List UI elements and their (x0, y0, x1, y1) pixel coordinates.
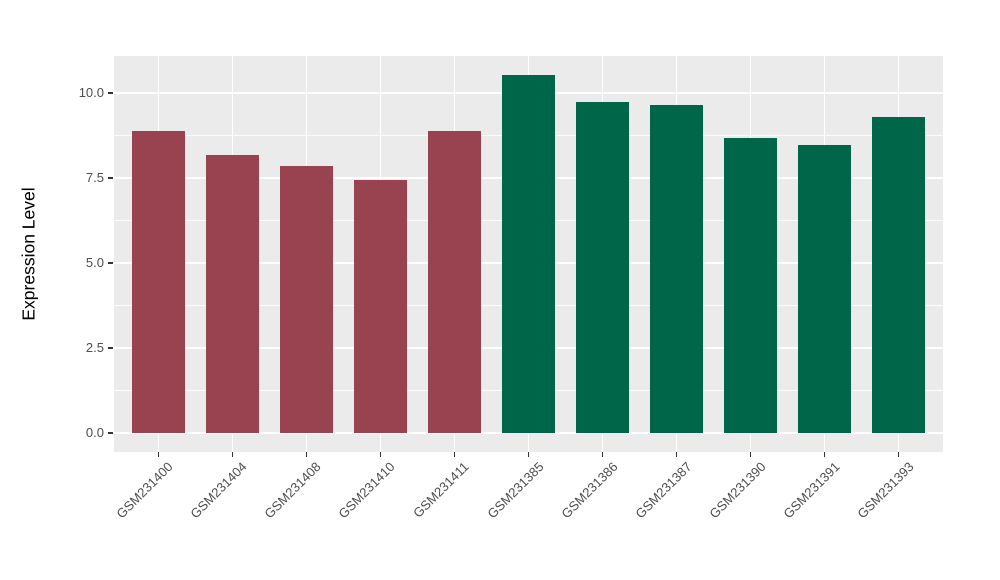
x-tick-mark (749, 452, 752, 457)
x-tick-mark (305, 452, 308, 457)
x-tick-label: GSM231408 (261, 459, 325, 522)
y-tick-label: 10.0 (78, 85, 104, 101)
x-tick-label: GSM231404 (187, 459, 251, 522)
bar-GSM231410 (353, 180, 408, 433)
x-tick-label: GSM231385 (483, 459, 547, 522)
bar-GSM231391 (797, 145, 852, 433)
y-axis-title: Expression Level (18, 187, 39, 321)
x-tick-label: GSM231410 (335, 459, 399, 522)
x-tick-mark (231, 452, 234, 457)
y-tick-mark (108, 177, 113, 179)
bar-GSM231390 (723, 137, 778, 433)
y-tick-mark (108, 347, 113, 349)
bar-GSM231400 (131, 131, 186, 433)
plot-panel (114, 56, 943, 452)
y-tick-label: 5.0 (85, 255, 104, 270)
y-tick-mark (108, 262, 113, 264)
x-tick-mark (823, 452, 826, 457)
bar-GSM231386 (575, 101, 630, 433)
x-tick-label: GSM231387 (631, 459, 695, 522)
x-tick-label: GSM231400 (113, 459, 177, 522)
bar-GSM231385 (501, 75, 556, 433)
x-tick-mark (675, 452, 678, 457)
x-tick-mark (527, 452, 530, 457)
bar-GSM231408 (279, 166, 334, 433)
x-tick-mark (897, 452, 900, 457)
x-tick-mark (379, 452, 382, 457)
x-tick-label: GSM231390 (705, 459, 769, 522)
y-tick-mark (108, 92, 113, 94)
y-tick-mark (108, 432, 113, 434)
bar-GSM231387 (649, 104, 704, 433)
bar-GSM231393 (871, 117, 926, 433)
x-tick-label: GSM231393 (853, 459, 917, 522)
y-tick-label: 7.5 (85, 170, 104, 186)
x-tick-label: GSM231411 (410, 459, 473, 521)
y-tick-label: 0.0 (85, 424, 104, 440)
x-tick-label: GSM231386 (557, 459, 621, 522)
y-tick-label: 2.5 (85, 339, 104, 355)
bar-GSM231404 (205, 154, 260, 433)
x-tick-mark (453, 452, 456, 457)
x-tick-mark (157, 452, 160, 457)
bar-GSM231411 (427, 131, 482, 433)
x-tick-label: GSM231391 (779, 459, 843, 522)
x-tick-mark (601, 452, 604, 457)
